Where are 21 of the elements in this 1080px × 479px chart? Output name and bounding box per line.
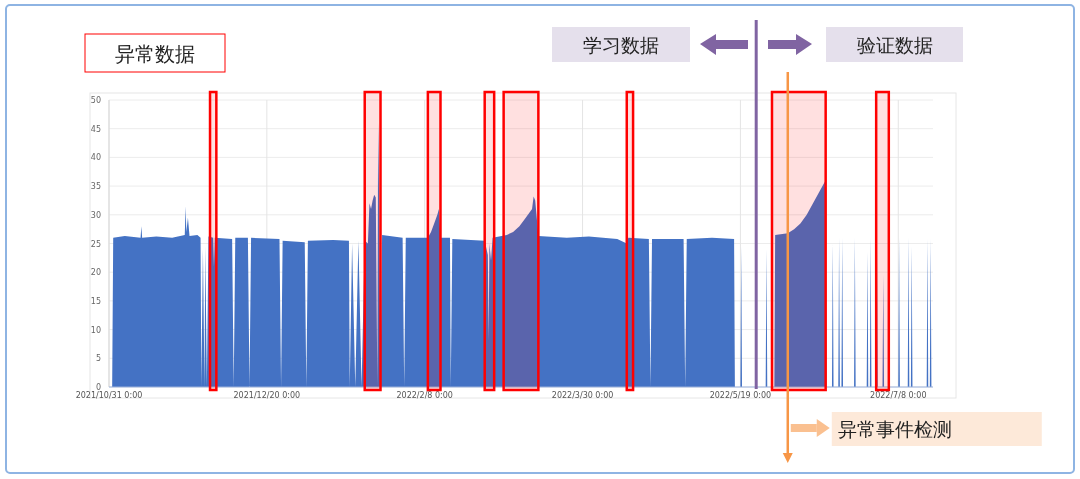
y-tick-label: 10 xyxy=(90,325,101,335)
x-tick-label: 2022/2/8 0:00 xyxy=(396,391,453,400)
y-tick-label: 50 xyxy=(90,96,101,105)
ref-line-label: 异常事件检测 xyxy=(837,418,952,440)
x-tick-label: 2021/10/31 0:00 xyxy=(75,391,143,400)
y-tick-label: 35 xyxy=(90,182,101,192)
y-tick-label: 30 xyxy=(90,210,101,220)
y-tick-label: 25 xyxy=(90,239,101,249)
x-tick-label: 2022/3/30 0:00 xyxy=(551,391,614,400)
y-tick-label: 0 xyxy=(95,383,101,392)
x-tick-label: 2022/7/8 0:00 xyxy=(870,391,927,400)
y-tick-label: 15 xyxy=(90,296,101,306)
chart-title: 异常数据 xyxy=(115,42,195,66)
y-tick-label: 20 xyxy=(90,268,101,278)
x-tick-label: 2022/5/19 0:00 xyxy=(709,391,772,400)
text: 学习数据 xyxy=(583,34,659,56)
y-tick-label: 5 xyxy=(95,354,101,364)
y-tick-label: 45 xyxy=(90,124,101,134)
text: 验证数据 xyxy=(856,34,933,56)
x-tick-label: 2021/12/20 0:00 xyxy=(233,391,301,400)
y-tick-label: 40 xyxy=(90,153,101,163)
